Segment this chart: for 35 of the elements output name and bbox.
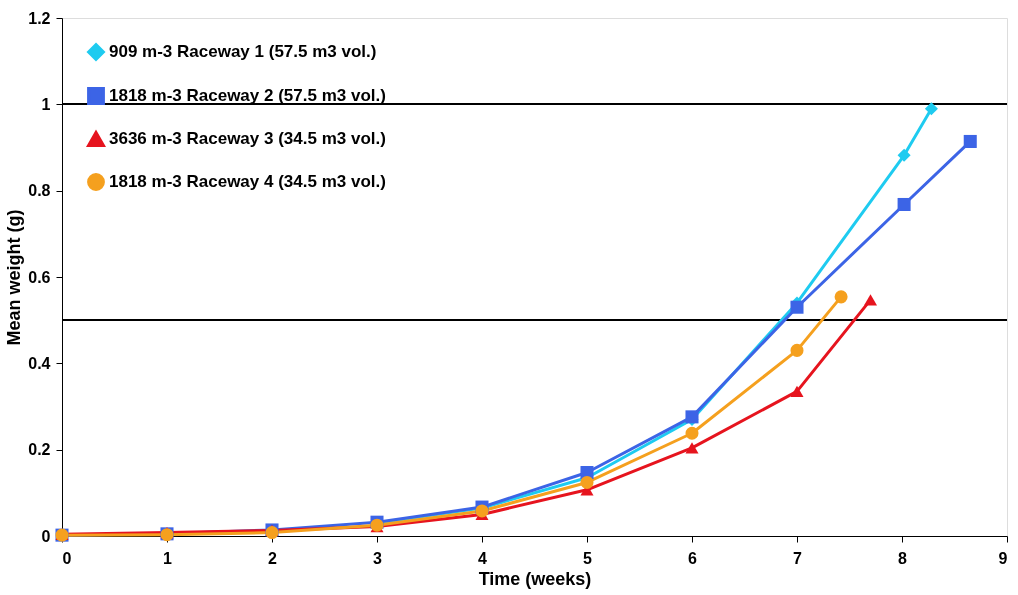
y-tick-label: 0 xyxy=(41,527,51,545)
point xyxy=(924,102,938,116)
y-axis-title: Mean weight (g) xyxy=(4,209,25,346)
x-tick-label: 2 xyxy=(268,549,278,567)
legend-label: 1818 m-3 Raceway 4 (34.5 m3 vol.) xyxy=(109,172,386,191)
x-tick-label: 3 xyxy=(373,549,383,567)
legend-label: 3636 m-3 Raceway 3 (34.5 m3 vol.) xyxy=(109,129,386,148)
point xyxy=(580,475,594,489)
y-tick-label: 0.4 xyxy=(28,354,51,372)
point xyxy=(863,294,878,306)
point xyxy=(897,197,911,211)
point xyxy=(685,442,699,454)
x-tick-label: 0 xyxy=(62,549,72,567)
x-tick-label: 5 xyxy=(583,549,593,567)
x-tick-label: 8 xyxy=(898,549,908,567)
y-tick-label: 1.2 xyxy=(28,9,51,27)
legend-label: 909 m-3 Raceway 1 (57.5 m3 vol.) xyxy=(109,42,377,61)
y-tick-label: 0.6 xyxy=(28,268,51,286)
point xyxy=(834,290,848,304)
point xyxy=(790,343,804,357)
point xyxy=(790,300,804,314)
legend-label: 1818 m-3 Raceway 2 (57.5 m3 vol.) xyxy=(109,86,386,105)
x-tick-label: 7 xyxy=(793,549,803,567)
y-tick-label: 0.2 xyxy=(28,441,51,459)
point xyxy=(685,426,699,440)
x-axis-title: Time (weeks) xyxy=(478,568,592,589)
point xyxy=(897,148,911,162)
x-tick-label: 6 xyxy=(688,549,698,567)
x-tick-label: 9 xyxy=(998,549,1008,567)
point xyxy=(790,385,804,398)
y-tick-label: 1 xyxy=(41,95,51,113)
x-tick-label: 1 xyxy=(163,549,173,567)
point xyxy=(963,134,977,148)
y-tick-label: 0.8 xyxy=(28,182,51,200)
x-tick-label: 4 xyxy=(478,549,488,567)
